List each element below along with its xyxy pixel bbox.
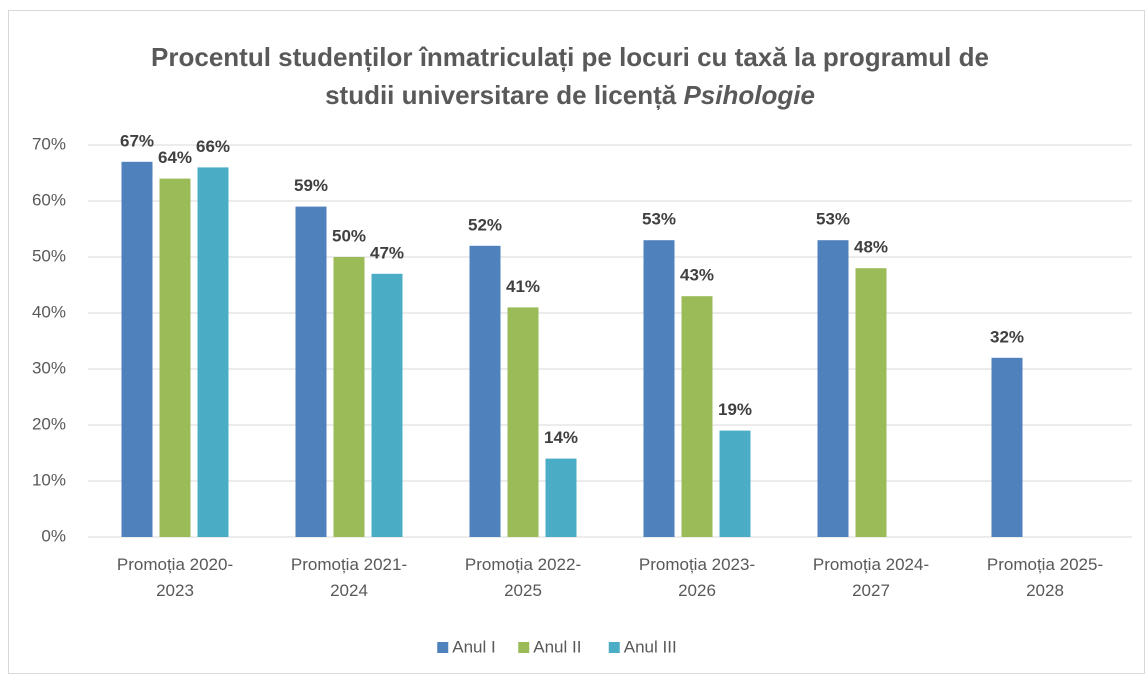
chart-frame [8, 10, 1145, 674]
x-tick-label: Promoția 2025- 2028 [987, 555, 1103, 600]
value-label: 52% [468, 215, 502, 234]
x-tick-label: Promoția 2020- 2023 [117, 555, 233, 600]
x-tick-line: 2026 [678, 581, 716, 600]
bar [507, 307, 539, 537]
bar [333, 257, 365, 537]
value-label: 43% [680, 266, 714, 285]
x-tick-line: Promoția 2020- [117, 555, 233, 574]
legend-swatch [437, 642, 449, 653]
value-label: 59% [294, 176, 328, 195]
title-italic: Psihologie [683, 80, 815, 110]
x-tick-line: Promoția 2022- [465, 555, 581, 574]
chart-title: Procentul studenților înmatriculați pe l… [120, 38, 1020, 114]
title-text: Procentul studenților înmatriculați pe l… [151, 42, 989, 110]
bar [159, 178, 191, 537]
x-tick-line: Promoția 2021- [291, 555, 407, 574]
x-tick-line: 2024 [330, 581, 368, 600]
value-label: 41% [506, 277, 540, 296]
value-label: 19% [718, 400, 752, 419]
x-tick-line: Promoția 2023- [639, 555, 755, 574]
x-tick-label: Promoția 2024- 2027 [813, 555, 929, 600]
bar [469, 245, 501, 538]
bar [817, 240, 849, 537]
legend-label: Anul III [624, 637, 677, 656]
y-tick-label: 50% [32, 246, 66, 265]
bar [855, 268, 887, 537]
bar [719, 430, 751, 537]
x-tick-line: 2028 [1026, 581, 1064, 600]
value-label: 32% [990, 327, 1024, 346]
bar [681, 296, 713, 537]
y-tick-label: 60% [32, 190, 66, 209]
x-tick-line: 2023 [156, 581, 194, 600]
y-tick-label: 20% [32, 414, 66, 433]
legend-swatch [518, 642, 530, 653]
value-label: 67% [120, 131, 154, 150]
value-label: 53% [642, 210, 676, 229]
x-tick-line: Promoția 2025- [987, 555, 1103, 574]
x-tick-label: Promoția 2023- 2026 [639, 555, 755, 600]
y-tick-label: 10% [32, 470, 66, 489]
value-label: 53% [816, 210, 850, 229]
bar [991, 357, 1023, 537]
bar [197, 167, 229, 537]
value-label: 47% [370, 243, 404, 262]
y-tick-label: 40% [32, 302, 66, 321]
value-label: 64% [158, 148, 192, 167]
bar [643, 240, 675, 537]
legend-label: Anul I [452, 637, 495, 656]
bar [545, 458, 577, 537]
y-tick-label: 30% [32, 358, 66, 377]
x-tick-line: 2027 [852, 581, 890, 600]
y-tick-label: 0% [41, 526, 66, 545]
value-label: 66% [196, 137, 230, 156]
x-tick-line: Promoția 2024- [813, 555, 929, 574]
x-tick-label: Promoția 2022- 2025 [465, 555, 581, 600]
legend-label: Anul II [533, 637, 581, 656]
x-tick-line: 2025 [504, 581, 542, 600]
value-label: 48% [854, 238, 888, 257]
value-label: 14% [544, 428, 578, 447]
bar [371, 273, 403, 537]
legend-swatch [608, 642, 620, 653]
value-label: 50% [332, 226, 366, 245]
bar [121, 161, 153, 538]
y-tick-label: 70% [32, 134, 66, 153]
x-tick-label: Promoția 2021- 2024 [291, 555, 407, 600]
bar [295, 206, 327, 537]
